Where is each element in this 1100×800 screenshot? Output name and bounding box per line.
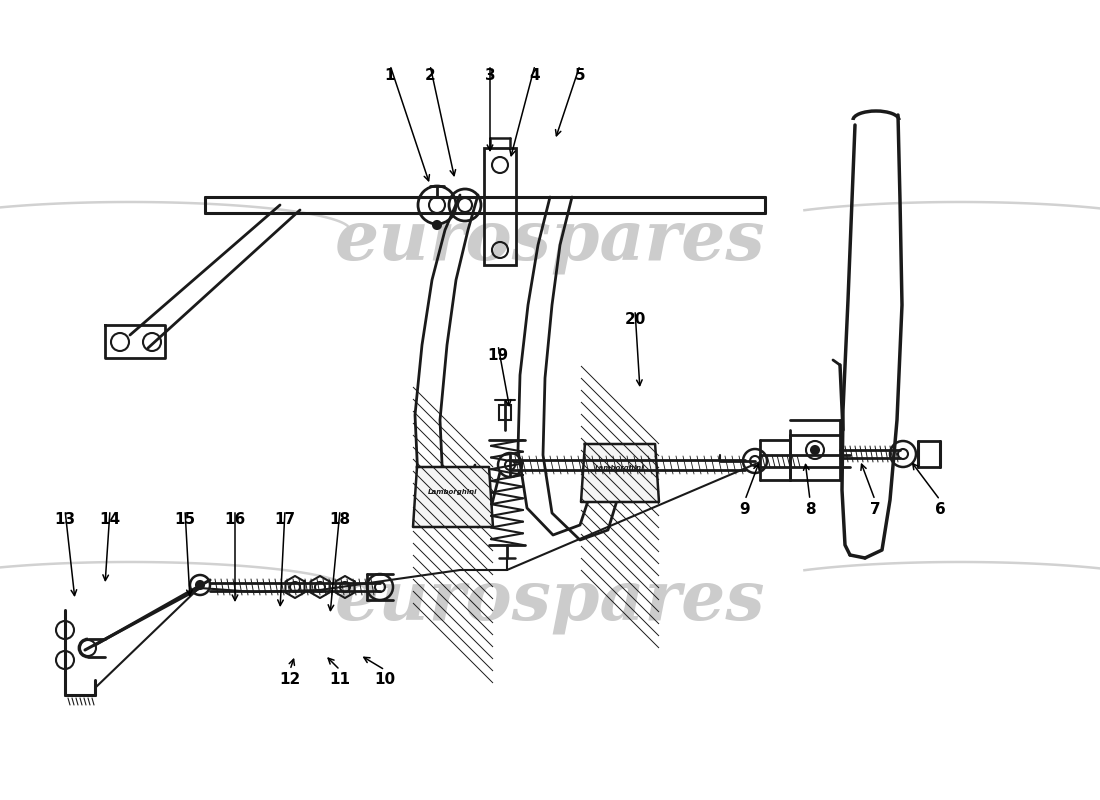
Circle shape [196,581,204,589]
Text: 8: 8 [805,502,815,518]
Text: 14: 14 [99,513,121,527]
Text: 2: 2 [425,67,436,82]
Text: eurospares: eurospares [334,566,766,634]
Text: 17: 17 [274,513,296,527]
Text: 10: 10 [374,673,396,687]
Text: 20: 20 [625,313,646,327]
Text: 9: 9 [739,502,750,518]
Text: 4: 4 [530,67,540,82]
Text: 18: 18 [329,513,351,527]
Polygon shape [412,467,493,527]
Text: 12: 12 [279,673,300,687]
Text: Lamborghini: Lamborghini [595,465,645,471]
Polygon shape [581,444,659,502]
Text: Lamborghini: Lamborghini [428,489,477,495]
Text: 16: 16 [224,513,245,527]
Text: 13: 13 [54,513,76,527]
Text: 19: 19 [487,347,508,362]
Text: 5: 5 [574,67,585,82]
Text: 11: 11 [330,673,351,687]
Circle shape [811,446,819,454]
Text: 3: 3 [485,67,495,82]
Text: 1: 1 [385,67,395,82]
Text: 7: 7 [870,502,880,518]
Text: eurospares: eurospares [334,206,766,274]
Text: 15: 15 [175,513,196,527]
Bar [484,148,516,265]
Bar [499,405,512,420]
Circle shape [433,221,441,229]
Text: 6: 6 [935,502,945,518]
